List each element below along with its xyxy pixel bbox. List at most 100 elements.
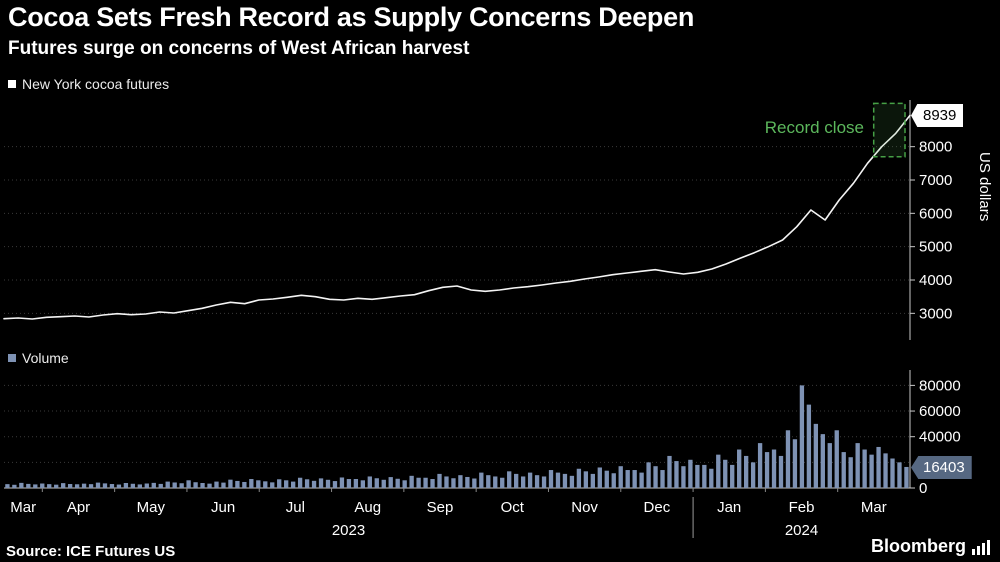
volume-bar: [639, 472, 644, 488]
volume-bar: [95, 482, 101, 488]
bloomberg-bars-icon: [972, 540, 990, 557]
volume-bar: [820, 434, 825, 488]
volume-bar: [451, 478, 456, 488]
volume-bar: [646, 462, 651, 488]
volume-tick-label: 80000: [919, 377, 961, 394]
volume-bar: [855, 443, 860, 488]
volume-bar: [409, 475, 414, 488]
volume-bar: [730, 464, 735, 488]
volume-bar: [778, 455, 784, 488]
volume-bar: [381, 479, 386, 488]
month-label: Aug: [354, 499, 381, 516]
volume-bar: [472, 478, 477, 488]
month-label: Jul: [286, 499, 305, 516]
volume-bar: [806, 404, 812, 488]
volume-bar: [221, 482, 226, 488]
month-label: Dec: [644, 499, 671, 516]
volume-bar: [611, 473, 616, 488]
volume-bar: [374, 478, 379, 488]
volume-bar: [207, 483, 212, 488]
chart-subtitle: Futures surge on concerns of West Africa…: [8, 38, 470, 59]
volume-bar: [667, 455, 672, 488]
volume-bar: [297, 477, 303, 488]
volume-bar: [74, 484, 80, 488]
volume-bar: [527, 472, 533, 488]
volume-bar: [395, 478, 400, 488]
volume-bar: [500, 477, 505, 488]
volume-bar: [869, 454, 874, 488]
volume-bar: [716, 454, 721, 488]
bloomberg-wordmark: Bloomberg: [870, 536, 966, 556]
volume-bar: [5, 484, 10, 488]
source-label: Source: ICE Futures US: [6, 543, 176, 560]
volume-bar: [458, 475, 463, 488]
volume-bar: [841, 452, 846, 488]
volume-bar: [311, 480, 317, 488]
volume-bar: [270, 482, 275, 488]
volume-bar: [304, 479, 310, 488]
volume-bar: [743, 455, 749, 488]
volume-bar: [388, 477, 393, 488]
volume-bar: [785, 430, 791, 488]
volume-bar: [423, 477, 428, 488]
month-label: Sep: [427, 499, 454, 516]
volume-bar: [520, 476, 526, 488]
price-tick-label: 7000: [919, 172, 952, 189]
last-price-badge: 8939: [911, 104, 964, 127]
price-tick-label: 8000: [919, 139, 952, 156]
price-tick-label: 5000: [919, 239, 952, 256]
volume-bar: [88, 484, 94, 488]
volume-bar: [709, 468, 714, 488]
volume-bar: [437, 473, 442, 488]
volume-bar: [353, 479, 359, 488]
volume-bar: [116, 484, 122, 488]
volume-bar: [876, 446, 881, 488]
volume-bar: [61, 483, 66, 488]
volume-bar: [862, 449, 867, 488]
volume-bar: [465, 476, 470, 488]
volume-bar: [590, 473, 595, 488]
month-label: Oct: [501, 499, 525, 516]
volume-bar: [263, 481, 268, 488]
volume-bar: [576, 468, 582, 488]
volume-bar: [235, 480, 240, 488]
volume-bar: [367, 476, 372, 488]
price-tick-label: 6000: [919, 205, 952, 222]
volume-bar: [290, 481, 296, 488]
volume-bar: [632, 470, 637, 488]
volume-bar: [325, 479, 331, 488]
year-label: 2024: [785, 522, 818, 539]
volume-bar: [688, 459, 693, 488]
record-close-annotation: Record close: [764, 118, 864, 137]
volume-bar: [179, 483, 184, 488]
volume-bar: [318, 478, 324, 488]
volume-bar: [562, 473, 568, 488]
volume-bar: [792, 439, 798, 488]
volume-bar: [47, 484, 52, 488]
volume-bar: [360, 480, 366, 488]
volume-bar: [416, 477, 421, 488]
volume-bar: [799, 385, 805, 488]
volume-tick-label: 40000: [919, 429, 961, 446]
volume-bar: [256, 480, 261, 488]
volume-bar: [186, 480, 191, 488]
volume-bar: [737, 449, 742, 488]
volume-bar: [26, 483, 31, 488]
price-tick-label: 4000: [919, 272, 952, 289]
volume-bar: [681, 466, 686, 488]
month-label: Mar: [861, 499, 887, 516]
month-label: Jun: [211, 499, 235, 516]
year-label: 2023: [332, 522, 365, 539]
volume-bar: [444, 476, 449, 488]
volume-bar: [33, 484, 38, 488]
price-legend-swatch-icon: [8, 80, 16, 88]
volume-bar: [764, 452, 770, 488]
volume-bar: [541, 476, 547, 488]
volume-bar: [618, 466, 623, 488]
volume-bar: [172, 482, 177, 488]
volume-bar: [897, 462, 902, 488]
volume-bar: [904, 466, 909, 488]
volume-bar: [514, 473, 519, 488]
volume-bar: [249, 479, 254, 488]
